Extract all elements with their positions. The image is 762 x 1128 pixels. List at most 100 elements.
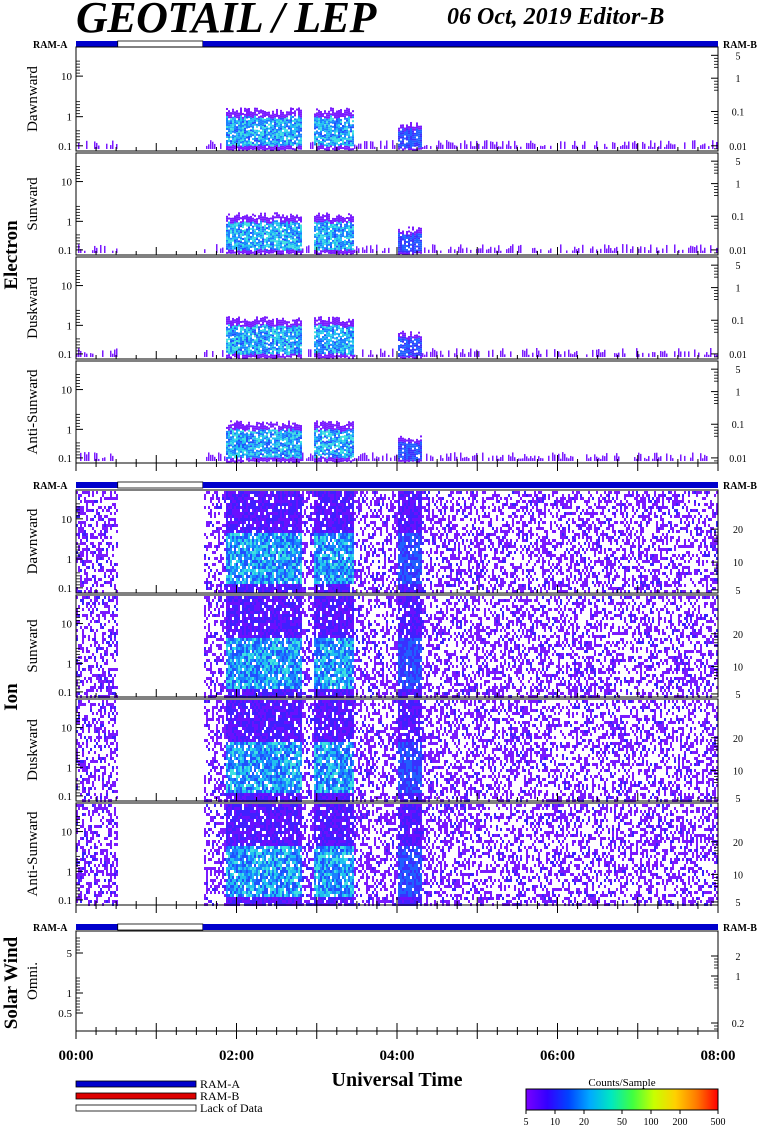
x-tick-label: 06:00 [540, 1048, 575, 1064]
panel-ion-dawnward: Dawnward [25, 489, 719, 594]
left-tick-label: 0.5 [58, 1008, 72, 1020]
right-tick-label: 0.1 [732, 420, 745, 431]
left-tick-label: 10 [61, 723, 73, 735]
panel-label: Anti-Sunward [25, 369, 41, 454]
ram-a-label: RAM-A [33, 40, 68, 51]
legend-swatch [75, 1092, 197, 1100]
group-label: Solar Wind [1, 936, 22, 1029]
left-tick-label: 1 [67, 554, 73, 566]
legend-swatch [75, 1104, 197, 1112]
right-tick-label: 2 [736, 952, 741, 963]
right-tick-label: 10 [733, 558, 743, 569]
panel-label: Sunward [25, 619, 41, 673]
left-tick-label: 1 [67, 658, 73, 670]
panel-label: Dawnward [25, 508, 41, 574]
x-tick-label: 02:00 [219, 1048, 254, 1064]
panel-label: Sunward [25, 177, 41, 231]
right-tick-label: 0.2 [732, 1019, 745, 1030]
x-tick-label: 00:00 [59, 1048, 94, 1064]
right-tick-label: 0.01 [729, 142, 747, 153]
left-tick-label: 1 [67, 866, 73, 878]
legend-label: RAM-B [200, 1089, 239, 1103]
right-tick-label: 1 [736, 388, 741, 399]
colorbar-tick-label: 200 [673, 1117, 688, 1128]
left-tick-label: 0.1 [58, 895, 72, 907]
ram-a-bar [202, 924, 719, 930]
left-tick-label: 0.1 [58, 791, 72, 803]
panel-ion-sunward: Sunward [25, 594, 719, 698]
right-tick-label: 0.1 [732, 316, 745, 327]
right-tick-label: 10 [733, 766, 743, 777]
right-tick-label: 1 [736, 972, 741, 983]
right-tick-label: 1 [736, 74, 741, 85]
right-tick-label: 5 [736, 690, 741, 701]
x-tick-label: 04:00 [380, 1048, 415, 1064]
panel-label: Duskward [25, 277, 41, 339]
right-tick-label: 0.1 [732, 107, 745, 118]
left-tick-label: 10 [61, 71, 73, 83]
chart-title: GEOTAIL / LEP [76, 0, 376, 43]
ram-a-label: RAM-A [33, 481, 68, 492]
x-axis-label: Universal Time [332, 1069, 463, 1091]
left-tick-label: 5 [67, 948, 73, 960]
left-tick-label: 0.1 [58, 453, 72, 465]
ram-a-bar [76, 924, 118, 930]
lack-of-data-bar [117, 40, 204, 48]
right-tick-label: 5 [736, 157, 741, 168]
left-tick-label: 0.1 [58, 245, 72, 257]
ram-b-label: RAM-B [723, 923, 757, 934]
panel-electron-duskward: Duskward [25, 256, 719, 360]
left-tick-label: 10 [61, 385, 73, 397]
right-tick-label: 20 [733, 838, 743, 849]
colorbar-tick-label: 20 [579, 1117, 589, 1128]
ram-b-label: RAM-B [723, 481, 757, 492]
panel-frame [75, 360, 719, 464]
colorbar-tick-label: 100 [644, 1117, 659, 1128]
legend-label: RAM-A [200, 1077, 240, 1091]
panel-electron-sunward: Sunward [25, 152, 719, 256]
right-tick-label: 5 [736, 365, 741, 376]
left-tick-label: 1 [67, 424, 73, 436]
ram-a-bar [76, 41, 118, 47]
panel-ion-anti-sunward: Anti-Sunward [25, 802, 719, 906]
right-tick-label: 5 [736, 51, 741, 62]
left-tick-label: 0.1 [58, 349, 72, 361]
left-tick-label: 0.1 [58, 141, 72, 153]
colorbar-tick-label: 5 [524, 1117, 529, 1128]
right-tick-label: 0.1 [732, 212, 745, 223]
left-tick-label: 10 [61, 281, 73, 293]
panel-frame [75, 256, 719, 360]
panel-label: Anti-Sunward [25, 811, 41, 896]
right-tick-label: 1 [736, 284, 741, 295]
colorbar-tick-label: 10 [550, 1117, 560, 1128]
right-tick-label: 0.01 [729, 246, 747, 257]
left-tick-label: 1 [67, 320, 73, 332]
right-tick-label: 5 [736, 261, 741, 272]
colorbar-tick-label: 500 [711, 1117, 726, 1128]
lack-of-data-bar [117, 481, 204, 489]
x-tick-label: 08:00 [701, 1048, 736, 1064]
left-tick-label: 10 [61, 177, 73, 189]
right-tick-label: 5 [736, 898, 741, 909]
ram-a-bar [202, 41, 719, 47]
ram-b-label: RAM-B [723, 40, 757, 51]
left-tick-label: 10 [61, 619, 73, 631]
panel-label: Dawnward [25, 66, 41, 132]
left-tick-label: 10 [61, 827, 73, 839]
panel-solar-wind-omni: Omni. [25, 930, 719, 1032]
right-tick-label: 5 [736, 794, 741, 805]
panel-electron-dawnward: Dawnward [25, 46, 719, 152]
left-tick-label: 0.1 [58, 687, 72, 699]
group-label: Ion [1, 683, 22, 711]
panel-frame [75, 46, 719, 152]
left-tick-label: 1 [67, 112, 73, 124]
panel-frame [75, 930, 719, 1032]
right-tick-label: 10 [733, 662, 743, 673]
panel-label: Duskward [25, 719, 41, 781]
date-editor-label: 06 Oct, 2019 Editor-B [447, 4, 664, 31]
left-tick-label: 10 [61, 514, 73, 526]
left-tick-label: 1 [67, 762, 73, 774]
right-tick-label: 1 [736, 180, 741, 191]
colorbar-title: Counts/Sample [588, 1077, 655, 1089]
